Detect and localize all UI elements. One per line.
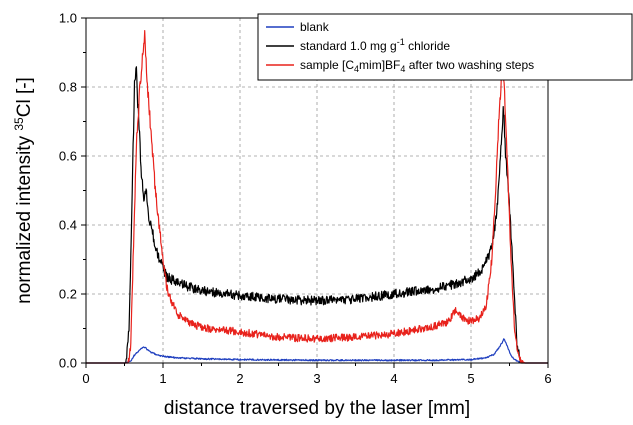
legend-label-sample-middle: mim]BF: [359, 58, 400, 72]
y-tick-label: 0.8: [59, 80, 77, 95]
y-tick-label: 0.4: [59, 218, 77, 233]
series-line-sample: [85, 30, 549, 364]
legend-label-standard: standard 1.0 mg g-1 chloride: [300, 37, 450, 53]
y-axis-title-prefix: normalized intensity: [14, 131, 35, 304]
x-tick-label: 0: [82, 371, 89, 386]
grid-lines: [86, 18, 548, 363]
y-tick-label: 1.0: [59, 11, 77, 26]
series-line-standard: [85, 66, 549, 364]
legend-label-sample-suffix: after two washing steps: [405, 58, 534, 72]
x-tick-label: 1: [159, 371, 166, 386]
y-tick-label: 0.2: [59, 287, 77, 302]
x-axis-title: distance traversed by the laser [mm]: [164, 398, 470, 419]
x-tick-label: 3: [313, 371, 320, 386]
x-tick-label: 2: [236, 371, 243, 386]
y-axis-title-suffix: Cl [-]: [14, 77, 35, 117]
legend-label-sample-subscript-2: 4: [400, 64, 405, 74]
y-axis-title-superscript: 35: [12, 117, 26, 131]
legend-box: [257, 13, 633, 81]
legend-label-standard-prefix: standard 1.0 mg g: [300, 39, 397, 53]
x-tick-label: 5: [467, 371, 474, 386]
y-tick-label: 0.6: [59, 149, 77, 164]
series-layer: [85, 30, 549, 364]
legend-label-standard-suffix: chloride: [405, 39, 451, 53]
series-line-blank: [85, 338, 549, 364]
axis-ticks: 0 1 2 3 4 5 6 0.0 0.2 0.4 0.6 0.8 1.0: [59, 11, 552, 387]
legend-label-standard-superscript: -1: [397, 37, 405, 47]
x-tick-label: 4: [390, 371, 397, 386]
y-tick-label: 0.0: [59, 356, 77, 371]
legend-label-blank: blank: [300, 20, 330, 34]
legend-label-sample-prefix: sample [C: [300, 58, 354, 72]
x-tick-label: 6: [544, 371, 551, 386]
legend-label-sample-subscript-1: 4: [354, 64, 359, 74]
y-axis-title: normalized intensity 35Cl [-]: [12, 77, 35, 304]
legend: blank standard 1.0 mg g-1 chloride sampl…: [257, 13, 633, 81]
legend-label-sample: sample [C4mim]BF4 after two washing step…: [300, 58, 534, 74]
